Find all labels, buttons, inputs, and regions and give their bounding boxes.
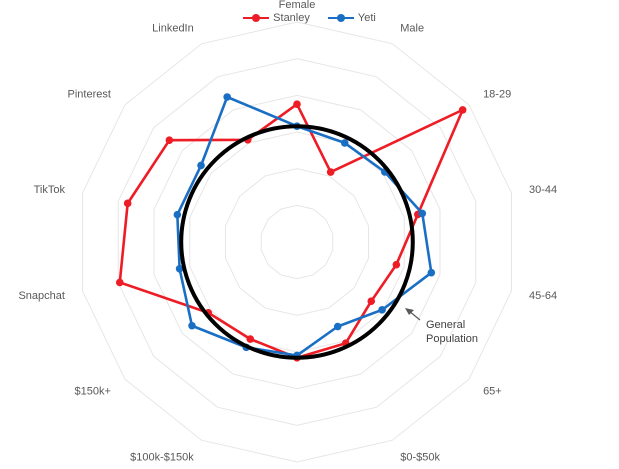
data-point-stanley[interactable] — [246, 335, 255, 343]
axis-label: TikTok — [34, 184, 66, 196]
grid-ring — [225, 168, 369, 316]
legend-label-yeti: Yeti — [357, 12, 376, 24]
data-point-stanley[interactable] — [293, 100, 301, 109]
general-population-circle — [179, 124, 415, 360]
grid-ring — [117, 58, 477, 426]
grid-ring — [260, 204, 334, 280]
axis-label: $150k+ — [75, 385, 111, 397]
axis-label: Female — [279, 0, 316, 11]
data-point-stanley[interactable] — [458, 106, 467, 114]
axis-label: 65+ — [483, 385, 502, 397]
data-point-yeti[interactable] — [333, 322, 342, 331]
axis-labels: FemaleMale18-2930-4445-6465+$0-$50k$50k-… — [18, 0, 557, 463]
axis-label: Male — [400, 23, 424, 35]
data-point-yeti[interactable] — [223, 93, 231, 101]
data-point-stanley[interactable] — [392, 260, 401, 269]
legend-swatch-stanley — [243, 14, 270, 22]
data-point-yeti[interactable] — [427, 268, 436, 277]
axis-label: Pinterest — [68, 89, 111, 101]
data-point-stanley[interactable] — [326, 168, 335, 176]
annotation-general: General — [426, 319, 465, 331]
data-point-yeti[interactable] — [188, 321, 196, 330]
annotation-arrow-head — [405, 308, 414, 315]
data-point-yeti[interactable] — [197, 161, 205, 170]
data-point-yeti[interactable] — [173, 210, 182, 219]
data-point-yeti[interactable] — [340, 139, 349, 147]
data-point-stanley[interactable] — [123, 199, 132, 208]
axis-label: 45-64 — [529, 290, 557, 302]
data-point-yeti[interactable] — [175, 264, 184, 273]
legend-item-stanley[interactable]: Stanley — [243, 12, 310, 24]
legend-item-yeti[interactable]: Yeti — [327, 12, 376, 24]
axis-label: Snapchat — [18, 290, 64, 302]
grid-ring — [82, 21, 512, 463]
annotation-layer: General Population — [405, 308, 478, 345]
data-point-stanley[interactable] — [367, 297, 376, 305]
axis-label: $0-$50k — [400, 451, 440, 463]
chart-legend: Stanley Yeti — [0, 8, 619, 28]
axis-label: LinkedIn — [152, 23, 194, 35]
axis-label: 18-29 — [483, 89, 511, 101]
axis-label: 30-44 — [529, 184, 557, 196]
annotation-population: Population — [426, 333, 478, 345]
radar-grid — [82, 21, 512, 463]
data-point-yeti[interactable] — [378, 306, 386, 314]
grid-ring — [153, 94, 441, 390]
legend-label-stanley: Stanley — [273, 12, 310, 24]
data-point-stanley[interactable] — [115, 278, 124, 287]
legend-swatch-yeti — [327, 14, 354, 22]
axis-label: $100k-$150k — [130, 451, 194, 463]
data-point-yeti[interactable] — [418, 209, 427, 218]
series-layer — [115, 93, 467, 362]
grid-ring — [189, 131, 405, 353]
data-point-stanley[interactable] — [165, 136, 174, 145]
